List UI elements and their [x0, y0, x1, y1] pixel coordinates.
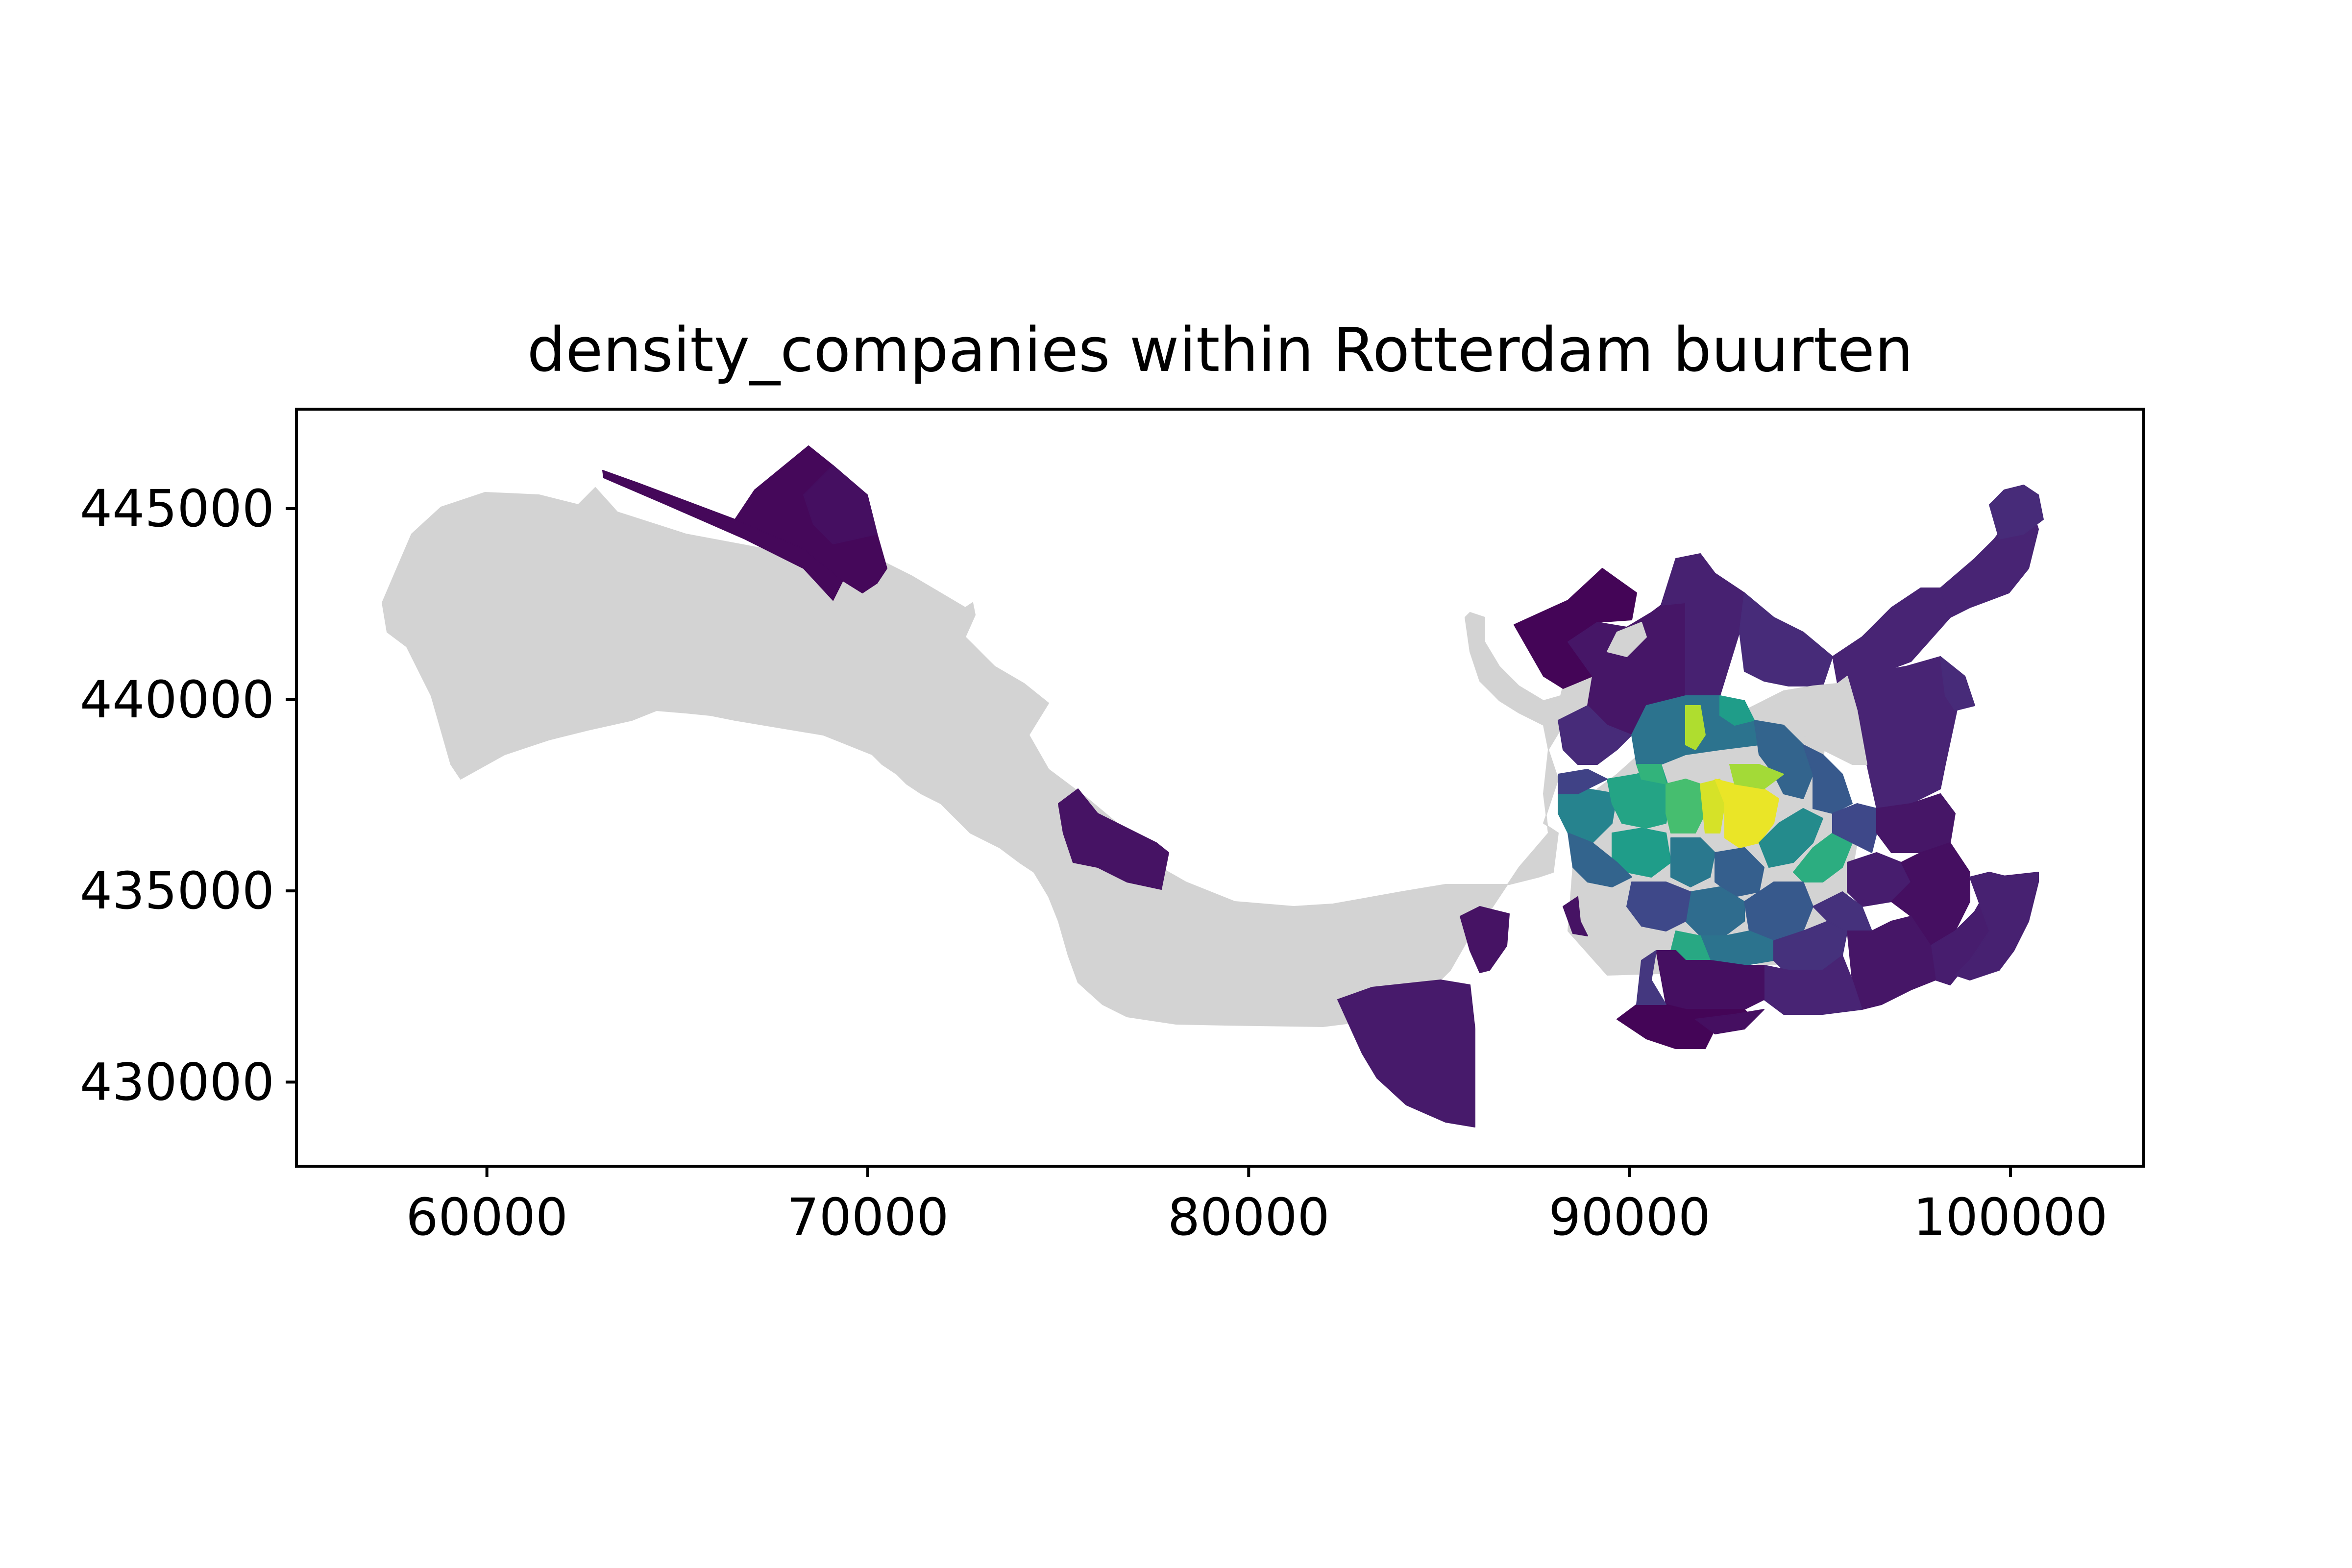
y-axis: 430000 435000 440000 445000 [80, 479, 296, 1112]
x-tick-label: 90000 [1548, 1187, 1711, 1247]
buurt-region [1940, 656, 1975, 711]
y-tick-label: 435000 [80, 861, 274, 921]
buurt-region [803, 465, 878, 544]
buurt-region [1337, 980, 1475, 1127]
buurt-region [1764, 955, 1862, 1015]
buurt-region [1636, 764, 1666, 784]
y-tick-label: 445000 [80, 479, 274, 539]
buurt-region [1636, 950, 1666, 1005]
buurt-region [1803, 744, 1853, 814]
no-data-region [1607, 622, 1647, 657]
buurt-region [1563, 896, 1588, 936]
buurt-region [1685, 886, 1745, 936]
buurt-region [1719, 695, 1755, 726]
buurt-region [1695, 1009, 1764, 1034]
buurt-region [1955, 872, 2039, 980]
buurt-region [1739, 592, 1833, 686]
y-tick-label: 440000 [80, 670, 274, 730]
no-data-region [1764, 676, 1867, 765]
chart-title: density_companies within Rotterdam buurt… [527, 315, 1913, 386]
x-tick-label: 100000 [1913, 1187, 2107, 1247]
buurt-region [1670, 837, 1715, 887]
buurt-region [1568, 833, 1632, 887]
buurt-region [1793, 833, 1853, 882]
buurt-region [1832, 803, 1877, 853]
buurt-region [1729, 764, 1784, 789]
buurt-region [1558, 788, 1617, 843]
buurt-region [1058, 788, 1169, 890]
buurt-region [1626, 882, 1691, 931]
x-axis: 60000 70000 80000 90000 100000 [406, 1166, 2107, 1247]
buurt-region [1558, 769, 1608, 794]
buurt-region [1989, 485, 2044, 539]
buurt-region [1666, 779, 1706, 833]
region-layer [382, 445, 2044, 1127]
x-tick-label: 60000 [406, 1187, 568, 1247]
buurt-region [1460, 906, 1510, 973]
y-tick-label: 430000 [80, 1052, 274, 1112]
buurt-region [1754, 720, 1813, 799]
buurt-region [1558, 705, 1632, 765]
buurt-region [1685, 705, 1706, 750]
buurt-region [1759, 808, 1823, 868]
axes-frame [295, 408, 2145, 1168]
x-tick-label: 70000 [787, 1187, 949, 1247]
buurt-region [602, 470, 843, 601]
x-tick-label: 80000 [1168, 1187, 1330, 1247]
